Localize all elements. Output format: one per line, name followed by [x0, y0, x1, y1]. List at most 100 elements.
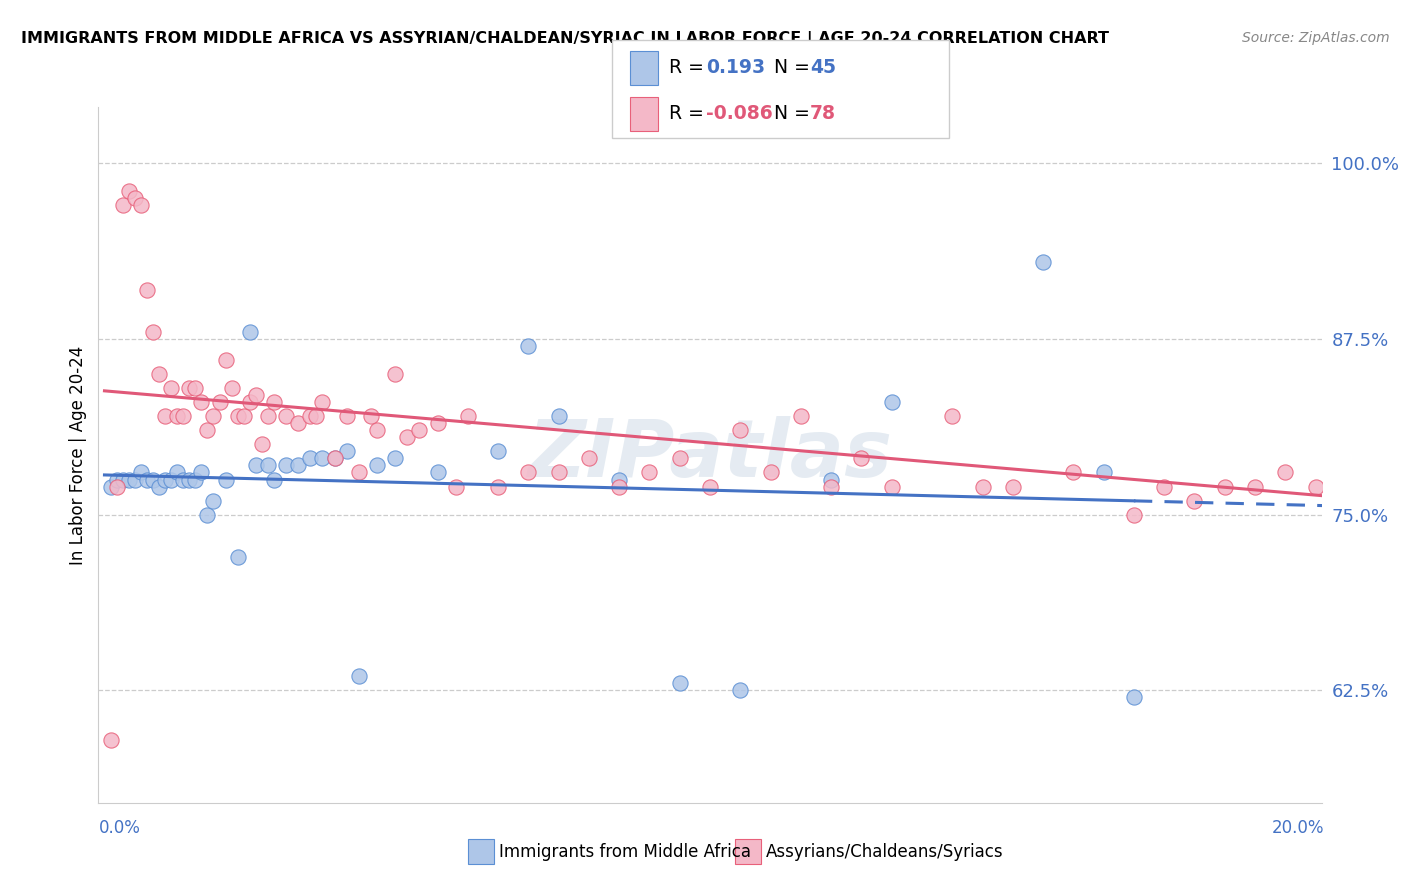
Point — [311, 395, 333, 409]
Point — [384, 451, 406, 466]
Point — [851, 451, 873, 466]
Point — [202, 493, 225, 508]
Point — [166, 466, 188, 480]
Point — [257, 409, 280, 424]
Point — [1062, 466, 1084, 480]
Text: Immigrants from Middle Africa: Immigrants from Middle Africa — [499, 843, 751, 861]
Point — [118, 473, 141, 487]
Point — [426, 417, 449, 431]
Point — [1001, 479, 1024, 493]
Text: ZIPatlas: ZIPatlas — [527, 416, 893, 494]
Point — [142, 473, 165, 487]
Point — [1153, 479, 1175, 493]
Point — [287, 417, 309, 431]
Point — [1334, 466, 1357, 480]
Text: 20.0%: 20.0% — [1272, 819, 1324, 837]
Text: 0.0%: 0.0% — [98, 819, 141, 837]
Point — [276, 458, 298, 473]
Point — [250, 437, 273, 451]
Point — [257, 458, 280, 473]
Point — [100, 479, 122, 493]
Point — [638, 466, 661, 480]
Point — [239, 395, 262, 409]
Point — [287, 458, 309, 473]
Point — [668, 676, 690, 690]
Point — [347, 669, 370, 683]
Point — [100, 732, 122, 747]
Point — [263, 473, 285, 487]
Text: IMMIGRANTS FROM MIDDLE AFRICA VS ASSYRIAN/CHALDEAN/SYRIAC IN LABOR FORCE | AGE 2: IMMIGRANTS FROM MIDDLE AFRICA VS ASSYRIA… — [21, 31, 1109, 47]
Point — [578, 451, 600, 466]
Point — [941, 409, 963, 424]
Point — [118, 185, 141, 199]
Point — [1244, 479, 1267, 493]
Point — [730, 423, 752, 437]
Point — [245, 388, 267, 402]
Point — [135, 473, 157, 487]
Point — [347, 466, 370, 480]
Point — [366, 423, 388, 437]
Point — [129, 198, 152, 212]
Point — [517, 466, 540, 480]
Y-axis label: In Labor Force | Age 20-24: In Labor Force | Age 20-24 — [69, 345, 87, 565]
Point — [820, 473, 842, 487]
Text: R =: R = — [669, 58, 710, 77]
Point — [311, 451, 333, 466]
Text: 45: 45 — [810, 58, 835, 77]
Point — [232, 409, 254, 424]
Point — [124, 191, 146, 205]
Text: N =: N = — [762, 104, 815, 123]
Point — [820, 479, 842, 493]
Point — [668, 451, 690, 466]
Text: -0.086: -0.086 — [706, 104, 772, 123]
Point — [111, 198, 134, 212]
Point — [1184, 493, 1206, 508]
Point — [226, 409, 249, 424]
Point — [172, 473, 194, 487]
Point — [221, 381, 243, 395]
Point — [426, 466, 449, 480]
Point — [408, 423, 430, 437]
Point — [276, 409, 298, 424]
Point — [105, 479, 128, 493]
Point — [135, 283, 157, 297]
Point — [197, 508, 219, 522]
Point — [790, 409, 813, 424]
Point — [1213, 479, 1236, 493]
Text: 78: 78 — [810, 104, 835, 123]
Point — [547, 409, 569, 424]
Point — [396, 430, 419, 444]
Point — [214, 353, 236, 368]
Point — [1305, 479, 1327, 493]
Point — [1032, 254, 1054, 268]
Point — [153, 409, 176, 424]
Point — [184, 381, 207, 395]
Point — [360, 409, 382, 424]
Point — [190, 466, 212, 480]
Point — [263, 395, 285, 409]
Point — [972, 479, 994, 493]
Point — [1122, 690, 1144, 705]
Point — [226, 549, 249, 564]
Point — [105, 473, 128, 487]
Point — [880, 479, 903, 493]
Point — [160, 473, 183, 487]
Point — [323, 451, 346, 466]
Point — [457, 409, 479, 424]
Point — [245, 458, 267, 473]
Point — [124, 473, 146, 487]
Point — [166, 409, 188, 424]
Point — [160, 381, 183, 395]
Point — [202, 409, 225, 424]
Point — [486, 444, 509, 458]
Text: N =: N = — [762, 58, 815, 77]
Point — [111, 473, 134, 487]
Point — [1365, 479, 1388, 493]
Point — [607, 473, 630, 487]
Point — [384, 367, 406, 381]
Point — [547, 466, 569, 480]
Point — [759, 466, 782, 480]
Point — [336, 409, 359, 424]
Text: R =: R = — [669, 104, 710, 123]
Point — [336, 444, 359, 458]
